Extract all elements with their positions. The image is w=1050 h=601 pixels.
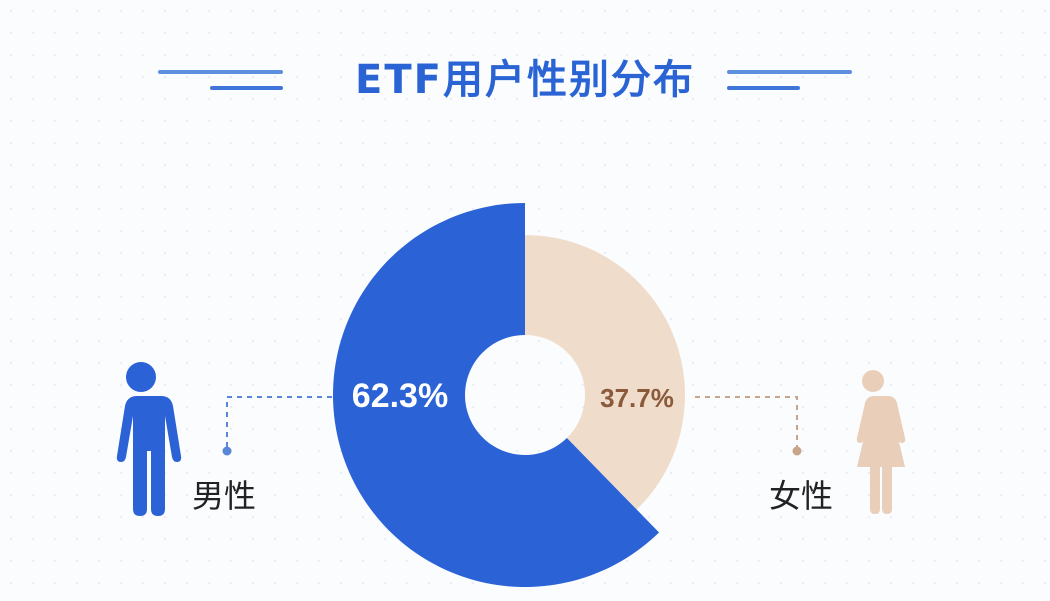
leader-dot-female — [792, 446, 802, 456]
title-decoration-left-short — [210, 86, 283, 90]
slice-female — [525, 235, 686, 510]
legend-label-female: 女性 — [769, 477, 834, 515]
title-decoration-right-short — [727, 86, 800, 90]
value-label-female: 37.7% — [600, 383, 674, 413]
leader-line-female — [695, 396, 798, 447]
leader-line-male — [226, 396, 332, 447]
female-person-icon — [856, 370, 906, 514]
slice-male — [333, 203, 660, 587]
slice-value-labels: 62.3% 37.7% — [352, 377, 674, 415]
chart-title: ETF用户性别分布 — [355, 57, 695, 103]
value-label-male: 62.3% — [352, 377, 448, 415]
legend-label-male: 男性 — [192, 477, 257, 515]
male-person-icon — [116, 362, 182, 516]
leader-lines — [222, 396, 802, 456]
title-decoration-right-long — [727, 70, 852, 74]
title-decoration-left-long — [158, 70, 283, 74]
donut-slices — [333, 203, 686, 587]
leader-dot-male — [222, 446, 232, 456]
